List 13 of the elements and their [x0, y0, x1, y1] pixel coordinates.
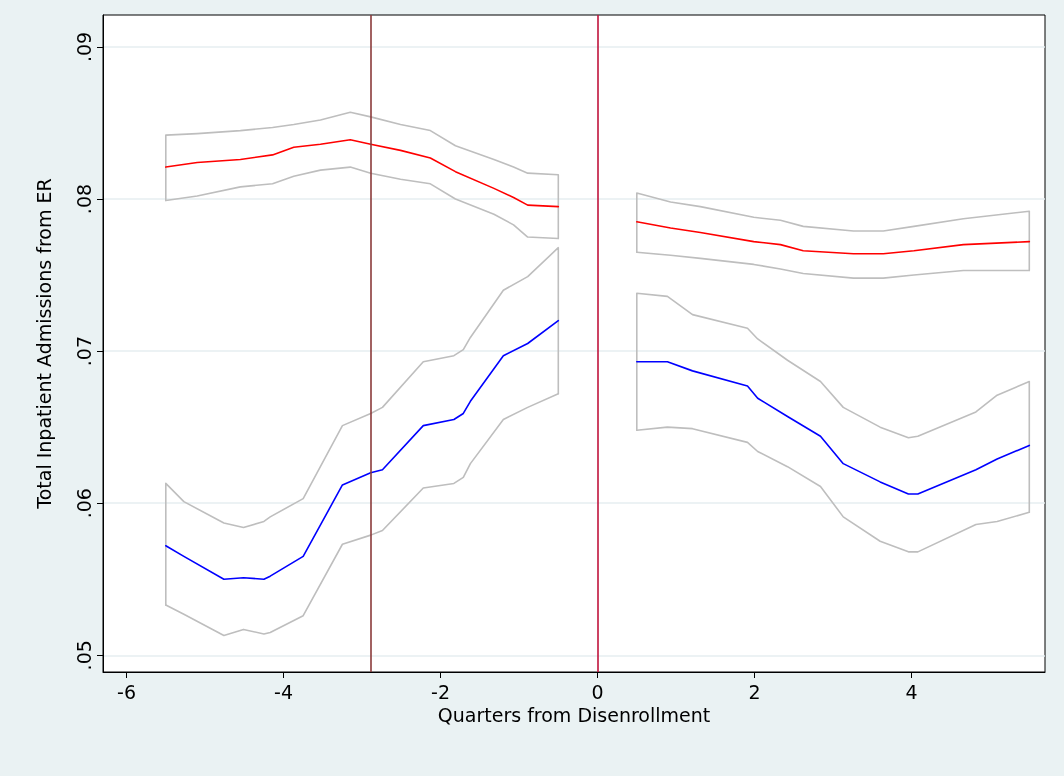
y-tick-label: .05 — [72, 640, 95, 671]
x-tick-label: -4 — [274, 680, 294, 703]
x-tick-label: 0 — [591, 680, 604, 703]
x-axis-title: Quarters from Disenrollment — [437, 704, 711, 727]
y-tick-label: .08 — [72, 183, 95, 215]
y-tick-label: .09 — [72, 31, 95, 63]
y-tick-label: .07 — [72, 335, 95, 367]
x-tick-label: -6 — [117, 680, 137, 703]
x-tick-label: 2 — [748, 680, 761, 703]
y-axis-title: Total Inpatient Admissions from ER — [32, 178, 55, 510]
x-tick-label: -2 — [431, 680, 451, 703]
x-tick-label: 4 — [905, 680, 918, 703]
y-tick-label: .06 — [72, 488, 95, 519]
